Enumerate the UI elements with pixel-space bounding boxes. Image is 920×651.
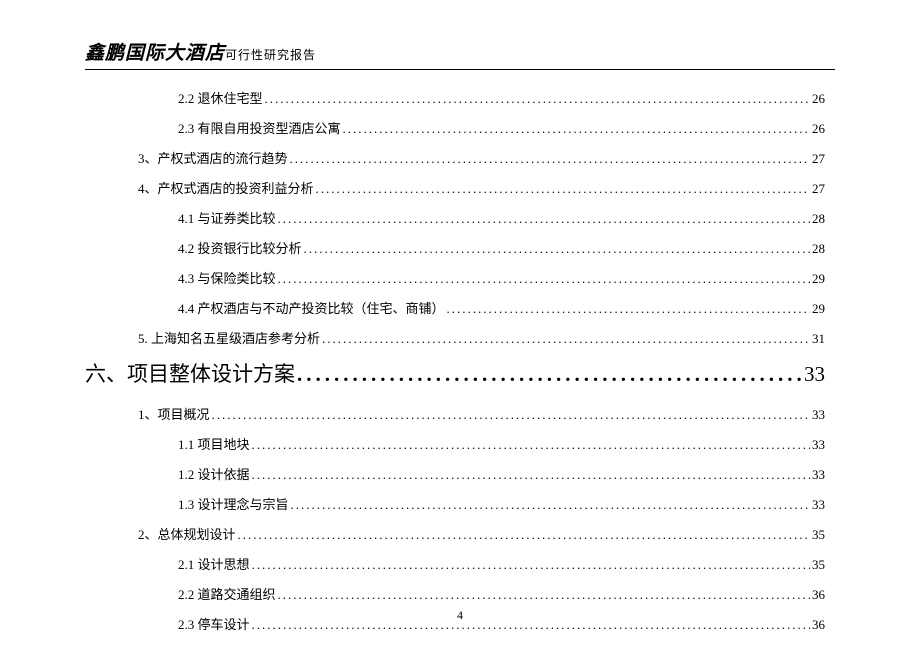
toc-entry: 六、项目整体设计方案 33 (85, 358, 825, 388)
toc-page-number: 29 (812, 301, 825, 317)
toc-entry: 4.4 产权酒店与不动产投资比较（住宅、商铺） 29 (130, 298, 825, 317)
header-title-main: 鑫鹏国际大酒店 (85, 43, 225, 64)
toc-entry: 4.2 投资银行比较分析 28 (130, 238, 825, 257)
toc-leader-dots (212, 407, 810, 423)
toc-entry: 2.3 有限自用投资型酒店公寓 26 (130, 118, 825, 137)
toc-leader-dots (252, 557, 810, 573)
toc-page-number: 36 (812, 587, 825, 603)
toc-label: 2.2 道路交通组织 (178, 584, 276, 603)
toc-label: 2.1 设计思想 (178, 554, 250, 573)
toc-entry: 1.2 设计依据 33 (130, 464, 825, 483)
toc-leader-dots (278, 271, 810, 287)
toc-label: 3、产权式酒店的流行趋势 (138, 148, 288, 167)
toc-page-number: 33 (804, 362, 825, 387)
header-title-sub: 可行性研究报告 (225, 48, 316, 62)
toc-label: 1.2 设计依据 (178, 464, 250, 483)
toc-entry: 2、总体规划设计 35 (130, 524, 825, 543)
toc-entry: 1、项目概况 33 (130, 404, 825, 423)
toc-page-number: 29 (812, 271, 825, 287)
toc-label: 2、总体规划设计 (138, 524, 236, 543)
toc-label: 4.1 与证券类比较 (178, 208, 276, 227)
toc-page-number: 33 (812, 407, 825, 423)
toc-label: 1.3 设计理念与宗旨 (178, 494, 289, 513)
toc-page-number: 28 (812, 211, 825, 227)
toc-page-number: 33 (812, 497, 825, 513)
toc-leader-dots (238, 527, 810, 543)
toc-leader-dots (304, 241, 810, 257)
toc-leader-dots (447, 301, 810, 317)
toc-page-number: 33 (812, 467, 825, 483)
toc-label: 5. 上海知名五星级酒店参考分析 (138, 328, 320, 347)
toc-page-number: 27 (812, 151, 825, 167)
document-header: 鑫鹏国际大酒店可行性研究报告 (85, 38, 835, 70)
toc-leader-dots (343, 121, 810, 137)
toc-label: 4.2 投资银行比较分析 (178, 238, 302, 257)
toc-page-number: 26 (812, 91, 825, 107)
toc-leader-dots (297, 362, 802, 387)
toc-leader-dots (322, 331, 810, 347)
toc-entry: 5. 上海知名五星级酒店参考分析 31 (130, 328, 825, 347)
toc-leader-dots (278, 587, 810, 603)
toc-leader-dots (278, 211, 810, 227)
toc-entry: 3、产权式酒店的流行趋势 27 (130, 148, 825, 167)
toc-page-number: 26 (812, 121, 825, 137)
toc-label: 2.2 退休住宅型 (178, 88, 263, 107)
toc-label: 六、项目整体设计方案 (85, 358, 295, 388)
toc-label: 1、项目概况 (138, 404, 210, 423)
toc-entry: 4、产权式酒店的投资利益分析 27 (130, 178, 825, 197)
toc-page-number: 31 (812, 331, 825, 347)
toc-entry: 4.1 与证券类比较 28 (130, 208, 825, 227)
toc-leader-dots (290, 151, 810, 167)
toc-leader-dots (265, 91, 810, 107)
toc-page-number: 35 (812, 557, 825, 573)
toc-leader-dots (252, 437, 810, 453)
toc-leader-dots (291, 497, 810, 513)
toc-entry: 2.2 道路交通组织 36 (130, 584, 825, 603)
toc-label: 2.3 有限自用投资型酒店公寓 (178, 118, 341, 137)
toc-label: 1.1 项目地块 (178, 434, 250, 453)
toc-entry: 2.2 退休住宅型 26 (130, 88, 825, 107)
toc-page-number: 28 (812, 241, 825, 257)
toc-page-number: 35 (812, 527, 825, 543)
table-of-contents: 2.2 退休住宅型 26 2.3 有限自用投资型酒店公寓 26 3、产权式酒店的流行趋势… (85, 88, 835, 633)
toc-leader-dots (316, 181, 810, 197)
toc-entry: 1.3 设计理念与宗旨 33 (130, 494, 825, 513)
toc-label: 4.3 与保险类比较 (178, 268, 276, 287)
toc-entry: 2.1 设计思想 35 (130, 554, 825, 573)
toc-entry: 4.3 与保险类比较 29 (130, 268, 825, 287)
toc-page-number: 33 (812, 437, 825, 453)
toc-leader-dots (252, 467, 810, 483)
toc-label: 4、产权式酒店的投资利益分析 (138, 178, 314, 197)
toc-entry: 1.1 项目地块 33 (130, 434, 825, 453)
toc-label: 4.4 产权酒店与不动产投资比较（住宅、商铺） (178, 298, 445, 317)
toc-page-number: 27 (812, 181, 825, 197)
page-number: 4 (0, 608, 920, 623)
